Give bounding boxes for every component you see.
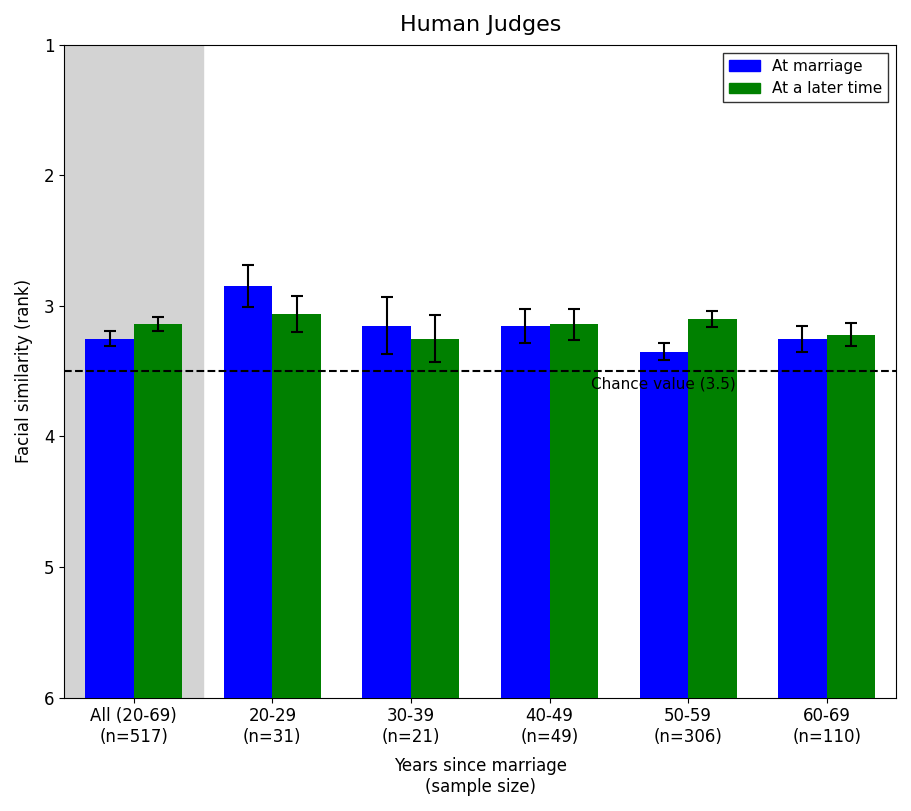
Text: Chance value (3.5): Chance value (3.5) (591, 376, 736, 391)
Bar (86, 339, 134, 697)
Bar (224, 286, 272, 697)
Title: Human Judges: Human Judges (400, 15, 561, 35)
Bar (826, 335, 875, 697)
Bar (65, 45, 203, 697)
Bar (778, 339, 826, 697)
Bar (272, 314, 321, 697)
Bar (501, 325, 549, 697)
Bar (411, 339, 459, 697)
Bar (134, 324, 182, 697)
Bar (688, 319, 737, 697)
Bar (640, 352, 688, 697)
Bar (549, 324, 598, 697)
Y-axis label: Facial similarity (rank): Facial similarity (rank) (15, 279, 33, 463)
Legend: At marriage, At a later time: At marriage, At a later time (723, 53, 888, 102)
Bar (363, 325, 411, 697)
X-axis label: Years since marriage
(sample size): Years since marriage (sample size) (394, 757, 567, 796)
